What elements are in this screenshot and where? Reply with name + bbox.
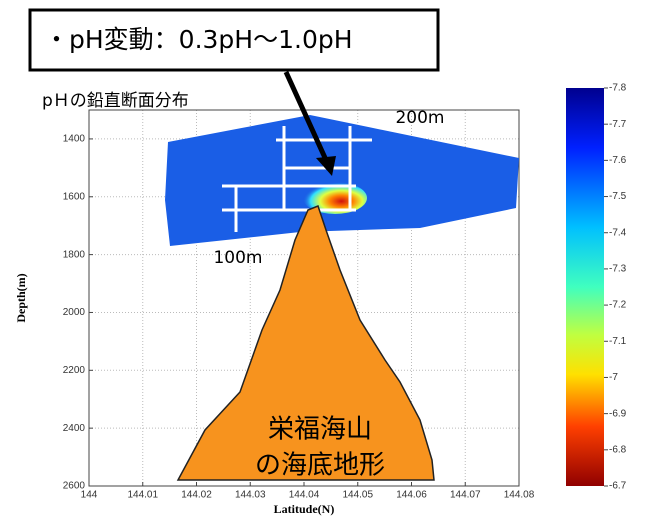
scale-label: 100m (213, 248, 262, 268)
x-tick-label: 144.04 (289, 490, 320, 501)
y-tick-label: 1600 (63, 191, 86, 202)
colorbar-tick-label: -7 (609, 372, 618, 383)
colorbar-tick-label: -6.9 (609, 408, 627, 419)
y-tick-label: 2600 (63, 481, 86, 492)
colorbar-tick-label: -6.7 (609, 481, 627, 492)
y-tick-label: 2400 (63, 423, 86, 434)
y-tick-label: 1400 (63, 134, 86, 145)
x-tick-label: 144.02 (181, 490, 212, 501)
feature-label: の海底地形 (255, 451, 385, 481)
colorbar-tick-label: -7.8 (609, 83, 627, 94)
annotation: ・pH変動：0.3pH〜1.0pH (44, 25, 353, 54)
y-axis-label: Depth(m) (14, 273, 28, 322)
feature-label: 栄福海山 (268, 415, 372, 445)
colorbar-tick-label: -7.3 (609, 264, 627, 275)
x-tick-label: 144.06 (396, 490, 427, 501)
ph-field (165, 115, 519, 246)
x-tick-label: 144.07 (450, 490, 481, 501)
colorbar-tick-label: -7.2 (609, 300, 627, 311)
colorbar-tick-label: -7.5 (609, 191, 627, 202)
colorbar-tick-label: -7.4 (609, 227, 627, 238)
x-tick-label: 144.08 (504, 490, 535, 501)
colorbar-tick-label: -6.8 (609, 444, 627, 455)
colorbar-tick-label: -7.7 (609, 119, 627, 130)
scale-label: 200m (395, 108, 444, 128)
chart: 144144.01144.02144.03144.04144.05144.061… (0, 0, 652, 528)
x-tick-label: 144.03 (235, 490, 266, 501)
colorbar-tick-label: -7.6 (609, 155, 627, 166)
y-tick-label: 1800 (63, 249, 86, 260)
colorbar-tick-label: -7.1 (609, 336, 627, 347)
x-tick-label: 144.01 (127, 490, 158, 501)
y-tick-label: 2000 (63, 307, 86, 318)
colorbar (566, 88, 604, 486)
y-tick-label: 2200 (63, 365, 86, 376)
subtitle: pＨの鉛直断面分布 (42, 91, 189, 111)
x-axis-label: Latitude(N) (274, 502, 335, 516)
x-tick-label: 144.05 (342, 490, 373, 501)
